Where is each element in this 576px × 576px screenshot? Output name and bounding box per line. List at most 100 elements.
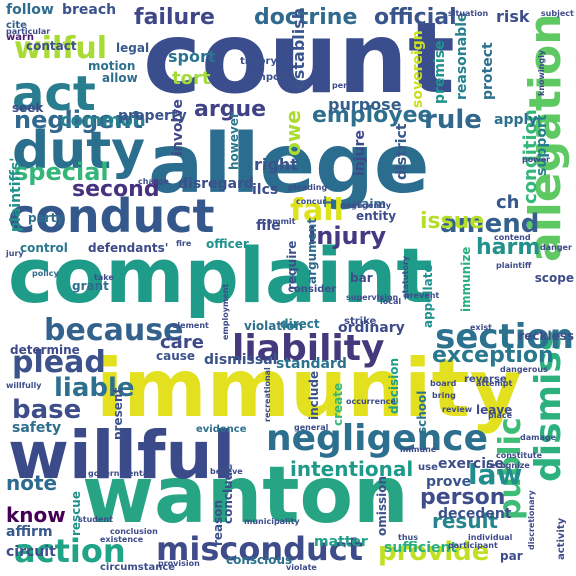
word-particular: particular [6,27,50,36]
word-entity: entity [356,209,396,223]
word-issue: issue [420,209,484,234]
word-act: act [12,66,96,122]
word-note: note [6,471,57,495]
word-use: use [418,462,438,473]
word-defendants: defendants' [88,241,168,255]
word-warn: warn [6,32,34,43]
word-condition: condition [520,109,541,204]
word-contend: contend [494,233,531,242]
word-common: common [60,110,146,131]
word-tort: tort [172,68,211,89]
word-count: count [143,2,455,116]
word-affirm: affirm [6,524,53,540]
word-present: present [111,388,125,440]
word-thus: thus [398,533,418,542]
word-layer: countallegecomplaintimmunitywantonwillfu… [5,2,574,573]
word-omission: omission [375,476,389,536]
word-danger: danger [540,243,572,252]
word-argument: argument [305,218,319,284]
word-rescue: rescue [69,491,83,536]
word-allow: allow [102,71,138,85]
word-complaint: complaint [8,231,433,320]
word-sovereign: sovereign [410,30,426,108]
word-exercise: exercise [438,456,504,472]
word-commit: commit [262,217,296,226]
word-person: person [420,485,505,510]
word-board: board [430,379,457,388]
word-liable: liable [54,373,135,403]
word-conscious: conscious [226,553,292,567]
word-reckless: reckless [518,329,574,343]
word-allegation: allegation [520,13,571,262]
word-sport: sport [168,47,216,66]
word-failure: failure [134,5,215,30]
word-reverse: reverse [464,374,507,385]
word-participant: participant [448,541,498,550]
word-support: support [534,114,550,176]
word-believe: believe [210,467,243,476]
word-fail: fail [290,193,344,228]
word-power: power [522,155,550,164]
word-reasonable: reasonable [454,12,470,100]
word-ch: ch [496,192,519,213]
word-liability: liability [232,328,384,369]
word-general: general [294,423,329,432]
word-review: review [442,405,473,414]
word-fire: fire [176,239,192,248]
word-district: district [394,123,410,180]
word-however: however [227,112,241,170]
word-provision: provision [158,559,200,568]
word-attempt: attempt [476,379,513,388]
word-breach: breach [62,2,116,18]
word-know: know [6,503,66,527]
word-ordinary: ordinary [338,320,405,336]
word-employee: employee [312,103,432,128]
word-wanton: wanton [82,451,409,541]
word-file: file [256,218,281,234]
word-exception: exception [432,343,554,368]
word-situation: situation [448,9,488,18]
word-activity: activity [556,517,567,560]
word-plead: plead [12,345,106,380]
word-cite: cite [6,20,27,31]
word-recreational: recreational [263,367,272,422]
word-willfully: willfully [6,381,42,390]
word-negligence: negligence [266,418,488,459]
word-establish: establish [289,8,308,90]
word-consider: consider [288,284,336,295]
word-statutory: statutory [401,255,410,298]
word-individual: individual [468,533,513,542]
word-jury: jury [5,249,24,258]
word-employment: employment [221,284,230,340]
word-argue: argue [194,97,266,122]
word-matter: matter [314,534,368,550]
word-evidence: evidence [196,424,247,435]
word-student: student [78,515,113,524]
word-premise: premise [432,40,448,104]
word-standard: standard [276,356,347,372]
word-property: property [118,108,187,124]
word-constitute: constitute [496,451,543,460]
word-bring: bring [432,391,456,400]
word-injure: injure [352,130,368,176]
word-impose: impose [252,72,293,83]
word-wilful: wilful [14,31,107,66]
word-conclusion: conclusion [110,527,158,536]
word-par: par [500,549,523,563]
word-plaintiffs: plaintiffs' [8,158,24,232]
word-harm: harm [476,235,540,260]
word-willful: willful [8,417,235,494]
word-existence: existence [100,535,144,544]
word-officer: officer [206,237,249,251]
word-dismiss: dismiss [528,330,569,482]
word-doctrine: doctrine [254,5,357,30]
word-element: element [172,321,209,330]
word-seek: seek [12,101,44,115]
word-policy: policy [32,269,59,278]
word-plaintiff: plaintiff [496,261,532,270]
word-local: local [380,297,401,306]
word-concur: concur [296,197,326,206]
word-official: official [374,5,457,30]
word-damage: damage [520,433,557,442]
